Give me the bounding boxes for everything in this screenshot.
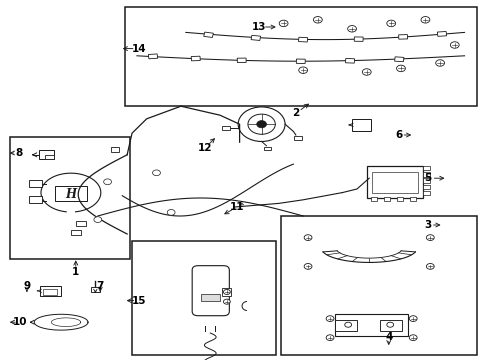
Polygon shape [45,155,54,159]
Text: 1: 1 [72,267,79,277]
Text: 11: 11 [229,202,244,212]
Circle shape [279,20,287,27]
Bar [394,57,403,62]
Bar [366,166,422,198]
Circle shape [362,69,370,75]
Circle shape [344,322,351,327]
Circle shape [304,235,311,240]
Bar [29,196,41,203]
Text: 2: 2 [292,108,299,118]
Text: 15: 15 [132,296,146,306]
Circle shape [426,235,433,240]
Text: 6: 6 [394,130,401,140]
Text: 3: 3 [424,220,430,230]
Circle shape [103,179,111,185]
Circle shape [256,121,266,128]
Bar [422,166,429,170]
Text: 4: 4 [384,332,392,342]
Bar [436,31,446,36]
Bar [422,185,429,189]
Circle shape [313,17,322,23]
Circle shape [325,335,333,341]
Text: 7: 7 [96,281,104,291]
Circle shape [223,299,230,304]
Bar [76,221,85,226]
Bar [201,294,220,301]
Circle shape [94,217,102,222]
Circle shape [247,114,275,134]
Bar [380,320,402,331]
Bar [334,320,356,331]
Text: 8: 8 [15,148,22,158]
Bar [345,58,354,63]
Circle shape [298,67,307,73]
Bar [281,216,476,355]
Circle shape [386,20,395,27]
Bar [371,172,417,193]
Bar [409,197,415,201]
Circle shape [325,316,333,321]
Bar [398,35,407,39]
Bar [383,197,389,201]
Bar [43,289,57,295]
Circle shape [152,170,160,176]
Bar [422,191,429,195]
Bar [222,288,231,296]
Bar [203,32,213,37]
FancyBboxPatch shape [192,266,229,316]
Bar [370,197,376,201]
Bar [222,126,230,130]
Circle shape [426,264,433,269]
Bar [264,147,270,150]
Bar [191,56,200,61]
Bar [111,147,119,152]
Bar [148,54,157,59]
Bar [40,286,61,296]
Bar [91,287,100,292]
Circle shape [420,17,429,23]
Bar [334,314,407,336]
Bar [55,186,86,201]
Text: 13: 13 [251,22,266,32]
Bar [296,59,305,63]
Circle shape [386,322,393,327]
Circle shape [396,65,405,72]
Bar [132,241,276,355]
Bar [71,230,81,235]
Bar [39,150,54,159]
Bar [396,197,402,201]
Bar [351,119,370,131]
Circle shape [238,107,285,141]
Circle shape [167,210,175,215]
Text: 9: 9 [23,281,30,291]
Circle shape [408,316,416,321]
Bar [29,180,41,187]
Circle shape [408,335,416,341]
Text: 10: 10 [13,317,28,327]
Circle shape [304,264,311,269]
Bar [294,136,302,140]
Circle shape [347,26,356,32]
Bar [298,37,307,42]
Circle shape [449,42,458,48]
Text: 5: 5 [424,173,430,183]
Circle shape [223,289,230,294]
Bar [422,178,429,183]
Bar [124,7,476,106]
Bar [422,172,429,177]
Circle shape [435,60,444,66]
Bar [237,58,245,63]
Text: 12: 12 [198,143,212,153]
Bar [353,37,363,41]
Bar [251,35,260,40]
Text: H: H [65,188,76,201]
Text: 14: 14 [132,44,146,54]
Bar [10,137,129,259]
